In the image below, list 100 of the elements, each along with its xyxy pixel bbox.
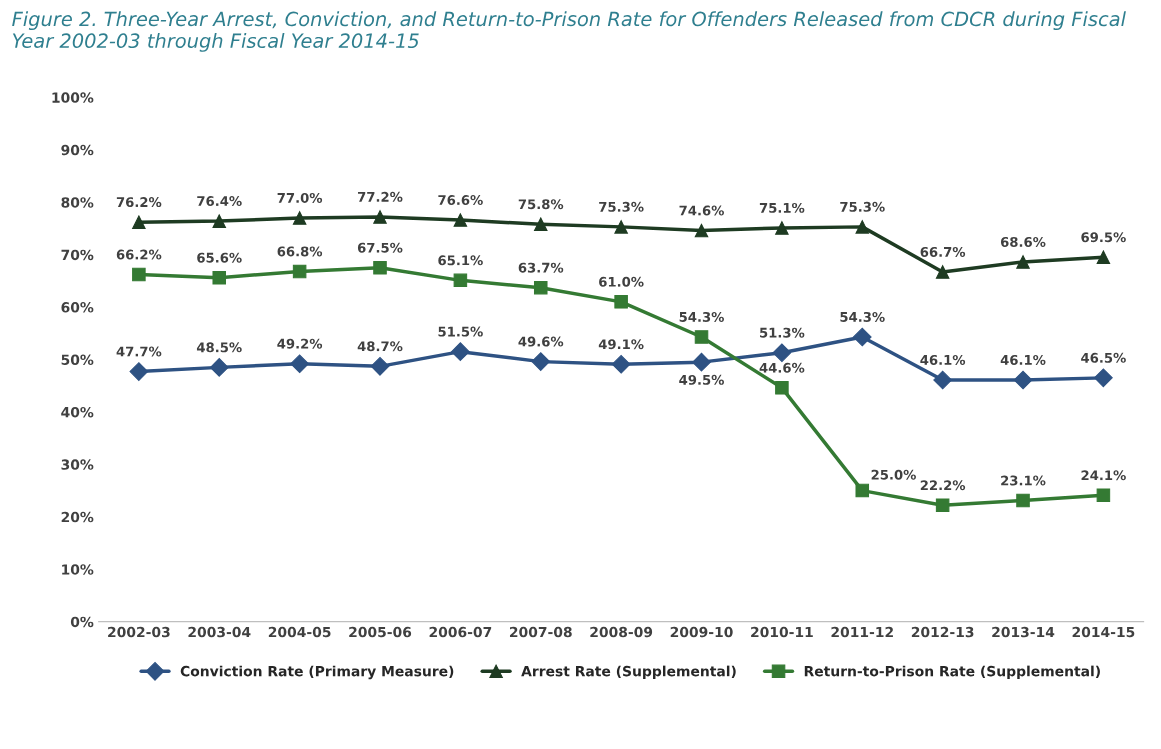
- point: [775, 221, 789, 235]
- legend-label: Conviction Rate (Primary Measure): [180, 665, 454, 680]
- point: [292, 211, 307, 225]
- x-tick-label: 2012-13: [911, 626, 974, 638]
- point: [370, 356, 390, 376]
- point: [1013, 370, 1033, 390]
- data-label: 54.3%: [840, 311, 885, 322]
- data-label: 75.3%: [840, 201, 885, 212]
- point: [852, 327, 872, 347]
- y-tick-label: 20%: [61, 511, 94, 523]
- x-tick-label: 2003-04: [188, 626, 251, 638]
- point: [935, 498, 950, 513]
- x-tick-label: 2009-10: [670, 626, 733, 638]
- point: [1094, 368, 1113, 388]
- x-tick-label: 2005-06: [349, 626, 412, 638]
- y-tick-label: 100%: [52, 92, 94, 103]
- data-label: 25.0%: [871, 469, 916, 480]
- data-label: 63.7%: [518, 262, 564, 273]
- point: [935, 265, 950, 279]
- x-tick-label: 2014-15: [1072, 626, 1135, 638]
- y-tick-label: 40%: [61, 406, 94, 418]
- data-label: 44.6%: [759, 362, 805, 373]
- point: [533, 217, 548, 232]
- data-label: 54.3%: [679, 311, 724, 322]
- point: [611, 354, 631, 374]
- chart-title: Figure 2. Three-Year Arrest, Conviction, and Return-to-Prison Rate for Offenders Released from CDCR during Fiscal Year 2002-03 through Fiscal Year 2014-15: [12, 11, 1126, 52]
- point: [373, 261, 387, 275]
- point: [292, 264, 307, 279]
- data-label: 51.5%: [438, 326, 483, 337]
- point: [775, 381, 789, 395]
- point: [209, 358, 229, 377]
- point: [453, 273, 468, 288]
- data-label: 49.2%: [277, 338, 323, 349]
- point: [692, 352, 711, 372]
- point: [132, 215, 146, 229]
- data-label: 65.1%: [438, 255, 483, 266]
- y-tick-label: 50%: [61, 354, 94, 365]
- data-label: 22.2%: [920, 480, 966, 491]
- point: [451, 342, 470, 362]
- legend-label: Arrest Rate (Supplemental): [521, 665, 736, 680]
- point: [1016, 493, 1030, 508]
- point: [614, 295, 628, 309]
- point: [212, 270, 227, 285]
- x-tick-label: 2002-03: [108, 626, 170, 638]
- data-label: 46.1%: [920, 354, 966, 365]
- point: [132, 267, 146, 282]
- x-tick-label: 2006-07: [429, 626, 492, 638]
- point: [453, 213, 468, 227]
- legend-label: Return-to-Prison Rate (Supplemental): [804, 665, 1100, 680]
- data-label: 76.2%: [116, 197, 162, 208]
- data-label: 51.3%: [760, 327, 805, 338]
- x-tick-label: 2013-14: [992, 626, 1055, 638]
- data-label: 48.5%: [196, 342, 242, 353]
- data-label: 49.5%: [679, 374, 724, 385]
- point: [694, 330, 709, 344]
- point: [531, 352, 551, 371]
- data-label: 23.1%: [1001, 475, 1046, 486]
- data-label: 76.4%: [197, 196, 242, 207]
- point: [533, 280, 548, 295]
- point: [855, 483, 870, 498]
- data-label: 65.6%: [197, 252, 242, 263]
- data-label: 75.3%: [599, 201, 644, 212]
- y-tick-label: 0%: [70, 616, 94, 628]
- point: [290, 354, 309, 374]
- point: [1016, 255, 1030, 269]
- data-label: 66.7%: [920, 246, 966, 257]
- data-label: 61.0%: [599, 276, 644, 287]
- point: [1096, 488, 1111, 503]
- data-label: 46.5%: [1081, 352, 1126, 363]
- y-tick-label: 30%: [61, 459, 94, 470]
- point: [614, 220, 628, 234]
- x-tick-label: 2004-05: [268, 626, 331, 638]
- data-label: 74.6%: [679, 205, 724, 216]
- data-label: 24.1%: [1081, 470, 1126, 481]
- data-label: 76.6%: [438, 195, 483, 205]
- data-label: 69.5%: [1081, 232, 1126, 243]
- data-label: 48.7%: [357, 341, 403, 352]
- data-label: 77.2%: [358, 191, 403, 202]
- x-tick-label: 2008-09: [590, 626, 653, 638]
- data-label: 49.6%: [518, 336, 564, 347]
- data-label: 66.8%: [277, 246, 323, 257]
- data-label: 47.7%: [116, 346, 162, 357]
- data-label: 75.1%: [759, 202, 805, 213]
- y-tick-label: 10%: [62, 564, 94, 575]
- point: [212, 214, 227, 228]
- x-tick-label: 2007-08: [509, 626, 572, 638]
- point: [772, 343, 792, 363]
- data-label: 46.1%: [1000, 354, 1046, 365]
- data-label: 77.0%: [277, 192, 323, 203]
- data-label: 68.6%: [1000, 236, 1046, 247]
- point: [1096, 250, 1111, 265]
- point: [933, 370, 952, 390]
- data-label: 49.1%: [598, 339, 644, 350]
- point: [129, 362, 149, 381]
- y-tick-label: 70%: [61, 249, 94, 261]
- y-tick-label: 90%: [61, 144, 94, 156]
- data-label: 67.5%: [357, 242, 403, 253]
- data-label: 66.2%: [116, 249, 162, 260]
- x-tick-label: 2010-11: [751, 626, 813, 638]
- point: [694, 223, 709, 238]
